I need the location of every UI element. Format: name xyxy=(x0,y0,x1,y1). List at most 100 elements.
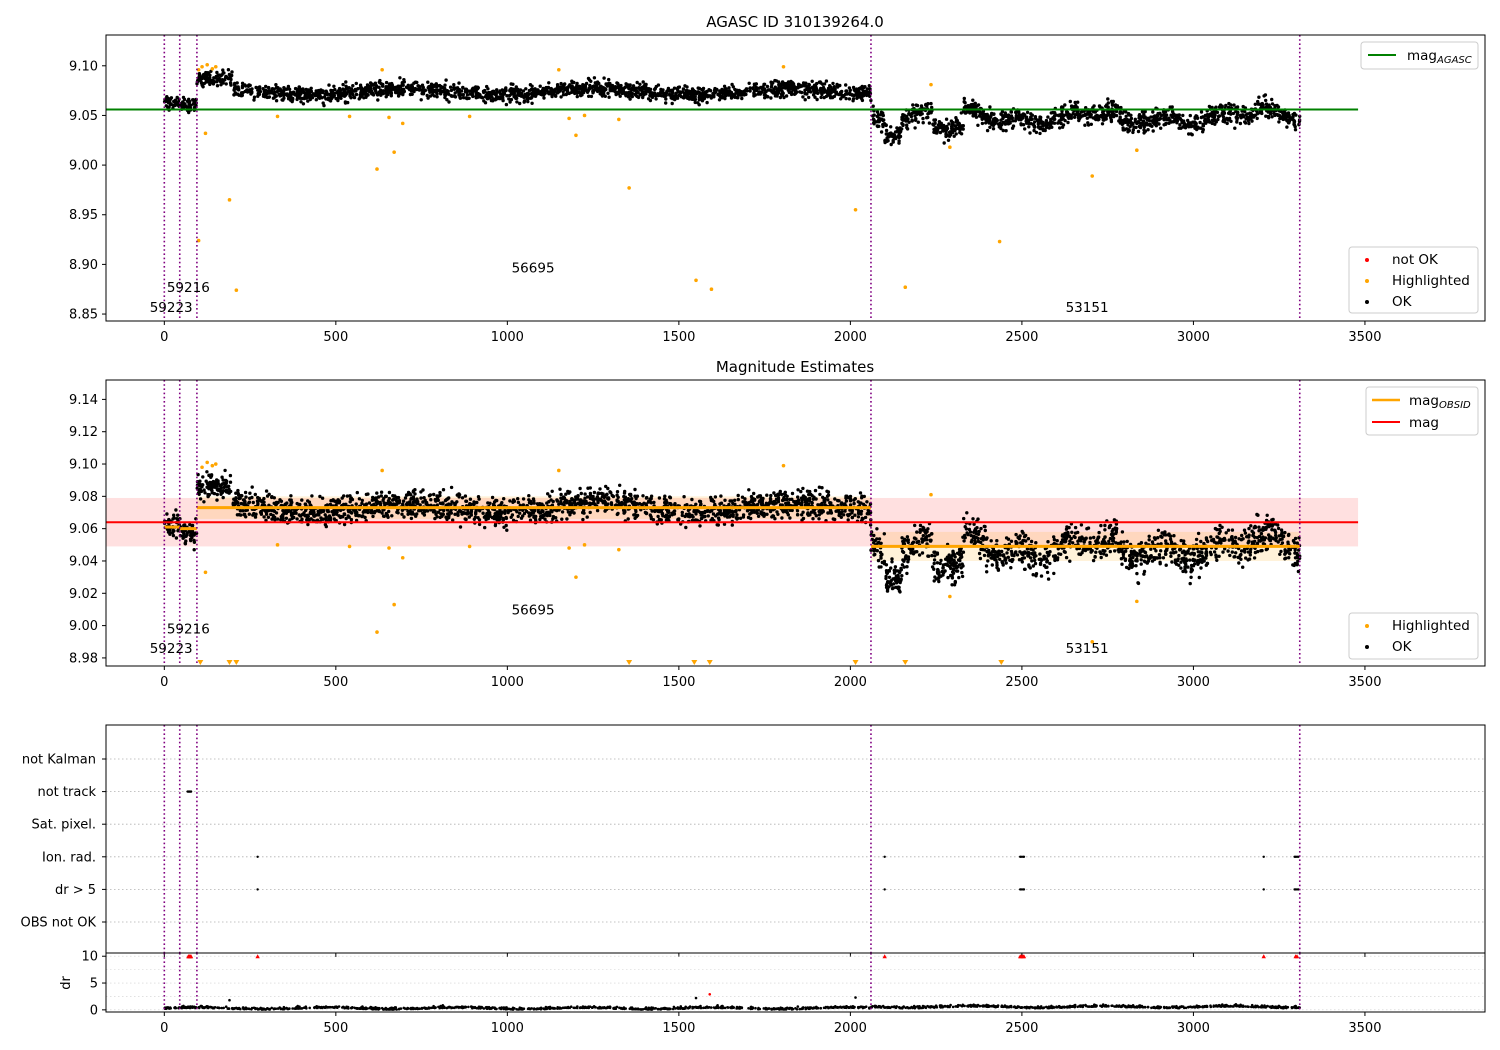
agasc-ok-point xyxy=(623,85,628,89)
mag-ok-point xyxy=(229,489,233,494)
agasc-ok-point xyxy=(631,84,636,88)
agasc-ok-point xyxy=(931,122,935,126)
agasc-ok-point xyxy=(377,85,381,90)
agasc-ok-point xyxy=(954,120,958,124)
agasc-ok-point xyxy=(271,96,276,100)
agasc-ok-point xyxy=(458,96,463,100)
mag-ok-point xyxy=(228,480,233,484)
agasc-ok-point xyxy=(681,87,686,91)
agasc-ok-point xyxy=(581,83,585,87)
agasc-ok-point xyxy=(452,83,456,87)
agasc-ok-point xyxy=(1286,118,1291,123)
mag-ok-point xyxy=(579,491,583,496)
mag-ok-point xyxy=(204,479,208,483)
mag-ok-point xyxy=(221,489,225,493)
mag-ok-point xyxy=(198,497,203,501)
mag-ok-point xyxy=(799,489,803,494)
agasc-ok-point xyxy=(929,101,933,106)
agasc-ok-point xyxy=(1159,126,1163,130)
mag-ok-point xyxy=(839,515,843,519)
agasc-ok-point xyxy=(359,86,364,90)
agasc-ok-point xyxy=(691,95,695,99)
agasc-ok-point xyxy=(656,83,661,87)
agasc-ok-point xyxy=(594,88,598,92)
agasc-ok-point xyxy=(1243,120,1247,124)
agasc-ok-point xyxy=(851,85,856,90)
agasc-ok-point xyxy=(1264,98,1268,103)
agasc-ok-point xyxy=(1104,117,1108,121)
agasc-ok-point xyxy=(1106,105,1110,109)
agasc-ok-point xyxy=(1060,105,1064,109)
agasc-ok-point xyxy=(1275,103,1279,108)
agasc-ok-point xyxy=(1158,116,1163,121)
mag-ok-point xyxy=(673,503,677,507)
agasc-ok-point xyxy=(1203,113,1208,118)
agasc-ok-point xyxy=(624,94,628,98)
mag-ok-point xyxy=(770,515,774,519)
agasc-ok-point xyxy=(1085,112,1090,116)
agasc-ok-point xyxy=(419,98,423,102)
mag-ok-point xyxy=(257,496,261,501)
agasc-ok-point xyxy=(603,94,607,99)
agasc-ok-point xyxy=(425,93,429,98)
agasc-highlighted-point xyxy=(627,186,631,190)
mag-ok-point xyxy=(174,536,179,540)
mag-ok-point xyxy=(543,512,547,516)
mag-ok-point xyxy=(804,501,809,505)
agasc-ok-point xyxy=(1277,120,1281,124)
agasc-ok-point xyxy=(501,98,505,103)
mag-ok-point xyxy=(844,496,848,500)
mag-ok-point xyxy=(534,514,538,519)
agasc-ok-point xyxy=(306,99,310,103)
agasc-ok-point xyxy=(274,83,278,87)
agasc-ok-point xyxy=(661,91,666,95)
agasc-ok-point xyxy=(1137,114,1141,118)
agasc-ok-point xyxy=(236,88,241,92)
agasc-ok-point xyxy=(1285,125,1289,129)
agasc-ok-point xyxy=(850,93,855,97)
legend-ok-swatch xyxy=(1365,300,1369,304)
agasc-highlighted-point xyxy=(853,207,858,212)
agasc-ok-point xyxy=(538,84,542,88)
agasc-ok-point xyxy=(919,104,924,108)
mag-ok-point xyxy=(567,501,572,506)
mag-ok-point xyxy=(730,523,734,527)
agasc-ok-point xyxy=(814,89,819,93)
agasc-ok-point xyxy=(413,86,417,91)
agasc-highlighted-point xyxy=(275,114,280,119)
agasc-ok-point xyxy=(444,78,448,82)
agasc-ok-point xyxy=(694,92,699,96)
agasc-ok-point xyxy=(354,81,358,86)
mag-ok-point xyxy=(433,510,437,514)
agasc-ok-point xyxy=(828,88,832,93)
agasc-ok-point xyxy=(1064,110,1069,114)
agasc-ok-point xyxy=(1042,128,1046,132)
agasc-ok-point xyxy=(1217,114,1222,118)
agasc-ok-point xyxy=(561,93,566,97)
mag-ok-point xyxy=(840,510,844,514)
agasc-ok-point xyxy=(983,112,987,117)
agasc-ok-point xyxy=(426,80,430,84)
agasc-ok-point xyxy=(1124,110,1128,114)
agasc-ok-point xyxy=(616,90,621,95)
agasc-ok-point xyxy=(228,75,232,79)
agasc-ok-point xyxy=(740,93,744,97)
agasc-ok-point xyxy=(635,80,639,85)
agasc-ok-point xyxy=(1017,113,1021,117)
agasc-ok-point xyxy=(824,94,829,99)
agasc-ok-point xyxy=(412,89,416,94)
mag-ok-point xyxy=(422,513,427,517)
mag-ok-point xyxy=(438,490,442,495)
agasc-highlighted-point xyxy=(205,62,209,67)
agasc-ok-point xyxy=(962,100,966,104)
agasc-obsid-annotation: 59223 xyxy=(150,300,193,316)
agasc-ok-point xyxy=(1164,115,1168,119)
agasc-ok-point xyxy=(972,102,976,107)
mag-ok-point xyxy=(595,508,600,513)
agasc-ok-point xyxy=(447,100,451,104)
agasc-ok-point xyxy=(652,87,657,92)
agasc-ok-point xyxy=(239,94,244,98)
legend-highlighted-label: Highlighted xyxy=(1392,273,1470,289)
agasc-ok-point xyxy=(810,79,814,84)
agasc-ok-point xyxy=(712,95,716,99)
